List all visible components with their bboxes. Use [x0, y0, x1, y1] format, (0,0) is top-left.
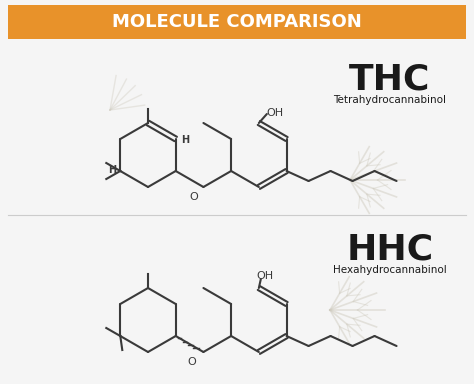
Text: MOLECULE COMPARISON: MOLECULE COMPARISON: [112, 13, 362, 31]
Text: Tetrahydrocannabinol: Tetrahydrocannabinol: [334, 95, 447, 105]
Text: OH: OH: [267, 108, 284, 118]
Text: HHC: HHC: [346, 233, 434, 267]
Text: O: O: [189, 192, 198, 202]
Text: THC: THC: [349, 63, 431, 97]
Text: Hexahydrocannabinol: Hexahydrocannabinol: [333, 265, 447, 275]
Text: H: H: [181, 135, 189, 145]
Text: O: O: [187, 357, 196, 367]
Text: H: H: [108, 165, 117, 175]
Text: OH: OH: [257, 271, 274, 281]
FancyBboxPatch shape: [8, 5, 466, 39]
